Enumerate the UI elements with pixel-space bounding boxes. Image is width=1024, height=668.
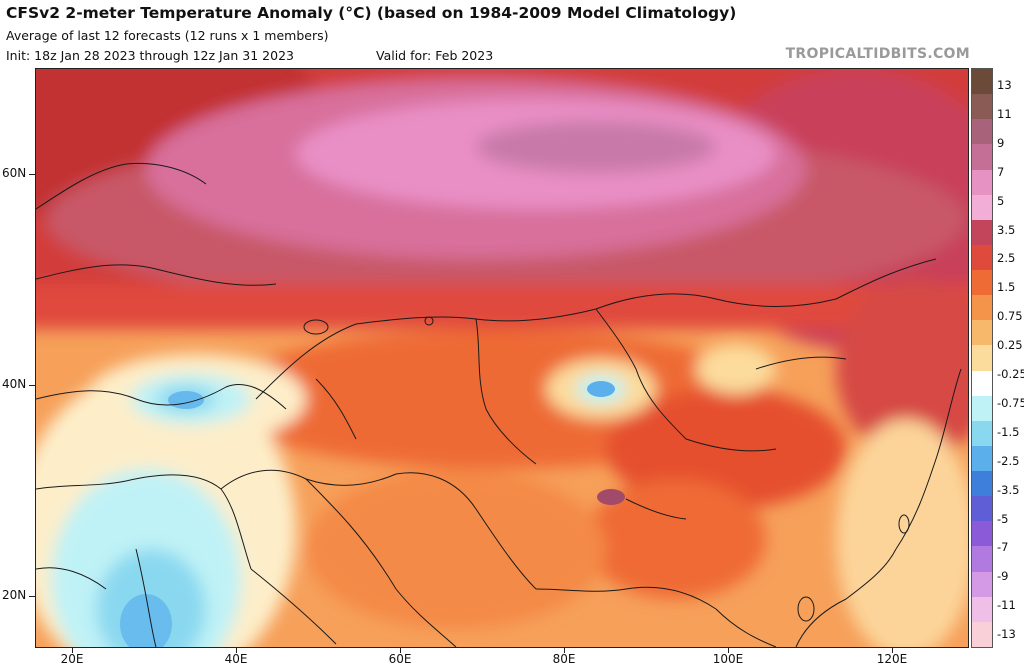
lat-label-20n: 20N [2,588,27,602]
legend-swatch [972,295,992,321]
legend-label: -7 [997,540,1009,555]
legend-swatch [972,420,992,447]
legend-swatch [972,219,992,246]
legend-label: 5 [997,193,1005,208]
anomaly-map [35,68,969,648]
legend-label: -0.25 [997,367,1024,381]
legend-swatch [972,596,992,623]
legend-label: -1.5 [997,424,1020,439]
legend-label: 9 [997,135,1005,150]
legend-label: -3.5 [997,482,1020,497]
legend-swatch [972,571,992,598]
legend-label: 0.25 [997,338,1023,353]
legend-label: 1.5 [997,280,1016,295]
lat-label-60n: 60N [2,166,27,180]
legend-swatch [972,370,992,397]
map-subtitle: Average of last 12 forecasts (12 runs x … [6,28,329,43]
lat-label-40n: 40N [2,377,27,391]
legend-label: 3.5 [997,222,1016,237]
color-legend [971,68,993,648]
legend-label: 11 [997,106,1012,121]
credit-text: TROPICALTIDBITS.COM [785,46,970,62]
legend-label: -0.75 [997,395,1024,410]
legend-swatch [972,471,992,497]
lat-tick [29,385,35,386]
legend-swatch [972,521,992,547]
lon-tick [892,648,893,653]
legend-swatch [972,69,992,95]
legend-swatch [972,270,992,296]
lon-tick [72,648,73,653]
legend-swatch [972,320,992,346]
legend-swatch [972,546,992,573]
legend-swatch [972,395,992,422]
lon-tick [400,648,401,653]
legend-swatch [972,621,992,648]
legend-swatch [972,244,992,271]
legend-swatch [972,496,992,522]
legend-swatch [972,169,992,196]
lon-label-120e: 120E [876,652,908,666]
legend-label: 7 [997,164,1005,179]
lon-tick [728,648,729,653]
valid-text: Valid for: Feb 2023 [376,48,494,63]
legend-label: 0.75 [997,309,1023,324]
legend-label: 13 [997,78,1012,92]
lon-label-40e: 40E [224,652,248,666]
legend-swatch [972,194,992,221]
legend-label: -5 [997,511,1009,526]
lon-label-100e: 100E [712,652,744,666]
map-title: CFSv2 2-meter Temperature Anomaly (°C) (… [6,4,737,22]
legend-label: -9 [997,569,1009,584]
lon-label-60e: 60E [388,652,412,666]
legend-swatch [972,345,992,372]
legend-swatch [972,144,992,171]
legend-label: -2.5 [997,453,1020,468]
legend-swatch [972,119,992,145]
lat-tick [29,596,35,597]
legend-swatch [972,94,992,120]
legend-label: 2.5 [997,251,1016,266]
lon-label-20e: 20E [60,652,84,666]
lon-tick [564,648,565,653]
lon-label-80e: 80E [552,652,576,666]
lon-tick [236,648,237,653]
legend-swatch [972,445,992,472]
legend-label: -13 [997,627,1016,642]
lat-tick [29,174,35,175]
init-text: Init: 18z Jan 28 2023 through 12z Jan 31… [6,48,294,63]
legend-label: -11 [997,598,1016,613]
